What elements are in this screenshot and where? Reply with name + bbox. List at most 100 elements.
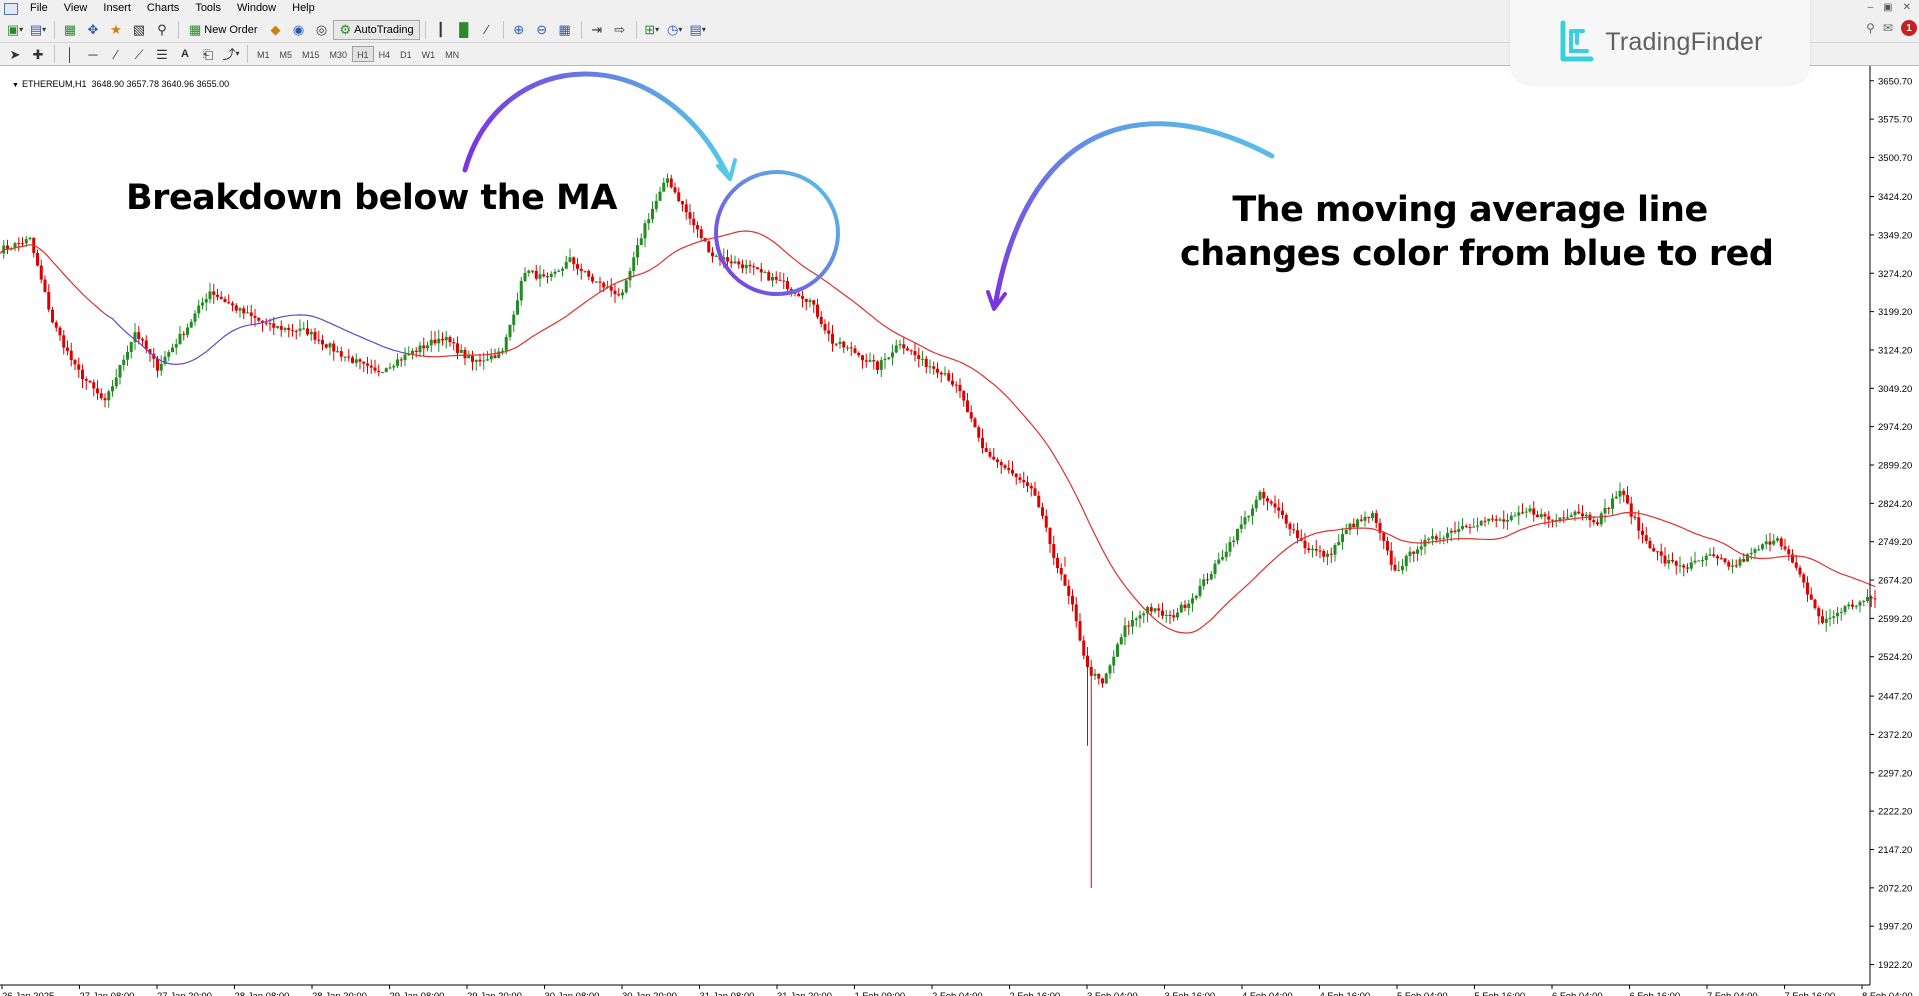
menu-view[interactable]: View <box>63 2 88 14</box>
price-chart[interactable]: 3650.70 3575.70 3500.70 3424.20 3349.20 3274.… <box>0 66 1919 996</box>
candle-body <box>1228 542 1232 552</box>
notification-badge[interactable]: 1 <box>1901 20 1917 36</box>
candle-body <box>1723 558 1727 563</box>
menu-tools[interactable]: Tools <box>195 2 221 14</box>
candle-body <box>399 359 403 361</box>
chevron-down-icon: ▾ <box>19 24 24 34</box>
candle-body <box>257 317 261 321</box>
autotrading-button[interactable]: ⚙ AutoTrading <box>333 19 420 40</box>
market-watch-button[interactable]: ▦ <box>59 20 81 40</box>
cursor-button[interactable]: ➤ <box>4 44 26 64</box>
candle-body <box>272 323 276 328</box>
candle-body <box>876 361 879 370</box>
timeframe-m1[interactable]: M1 <box>257 50 270 60</box>
timeframe-m5[interactable]: M5 <box>279 50 293 60</box>
close-button[interactable]: ✕ <box>1902 2 1911 13</box>
zoom-in-button[interactable]: ⊕ <box>508 20 530 40</box>
candle-body <box>549 273 553 277</box>
candle-body <box>1509 515 1513 521</box>
templates-button[interactable]: ▤ ▾ <box>687 20 709 40</box>
channel-button[interactable]: ⟋ <box>128 44 150 64</box>
candle-body <box>1839 612 1843 614</box>
signals-button[interactable]: ◉ <box>287 20 309 40</box>
timeframe-m15[interactable]: M15 <box>302 50 320 60</box>
chart-shift-button[interactable]: ⇥ <box>586 20 608 40</box>
signals-icon: ◉ <box>292 22 305 37</box>
candle-body <box>1179 604 1183 613</box>
candle-body <box>156 358 159 371</box>
candle-body <box>1056 557 1059 568</box>
tile-windows-button[interactable]: ▦ <box>554 20 576 40</box>
timeframe-h1[interactable]: H1 <box>352 46 374 62</box>
candle-body <box>1607 507 1611 509</box>
menu-insert[interactable]: Insert <box>103 2 131 14</box>
text-label-button[interactable]: ⎗ <box>197 44 219 64</box>
new-order-icon: ▦ <box>189 22 202 37</box>
chart-window[interactable]: 3650.70 3575.70 3500.70 3424.20 3349.20 3274.… <box>0 66 1919 996</box>
candle-body <box>756 267 759 270</box>
zoom-out-button[interactable]: ⊖ <box>531 20 553 40</box>
annotation-breakdown: Breakdown below the MA <box>126 178 617 218</box>
candle-body <box>279 326 283 330</box>
text-button[interactable]: A <box>174 44 196 64</box>
candle-body <box>159 363 163 371</box>
terminal-button[interactable]: ▧ <box>128 20 150 40</box>
candle-body <box>838 341 842 344</box>
data-window-button[interactable]: ✥ <box>82 20 104 40</box>
menu-charts[interactable]: Charts <box>146 2 180 14</box>
horizontal-line-icon: ─ <box>88 46 98 62</box>
autoscroll-button[interactable]: ⇨ <box>609 20 631 40</box>
candle-body <box>1614 496 1618 499</box>
symbol-label: ETHEREUM,H1 <box>21 79 87 89</box>
candle-body <box>321 339 324 345</box>
bar-chart-button[interactable]: ┃ <box>430 20 452 40</box>
timeframe-d1[interactable]: D1 <box>400 50 412 60</box>
timeframe-h4[interactable]: H4 <box>378 50 391 60</box>
timeframe-mn[interactable]: MN <box>445 50 460 60</box>
vertical-line-button[interactable]: │ <box>59 44 81 64</box>
search-icon[interactable]: ⚲ <box>1866 21 1875 35</box>
candle-body <box>339 351 343 357</box>
candle-body <box>1176 612 1179 618</box>
price-label: 2749.20 <box>1878 537 1912 548</box>
indicators-button[interactable]: ⊞ ▾ <box>641 20 663 40</box>
candle-body <box>1637 517 1641 531</box>
minimize-button[interactable]: – <box>1867 2 1874 13</box>
arrows-button[interactable]: ⤴ ▾ <box>220 44 242 64</box>
profiles-button[interactable]: ▤ ▾ <box>27 20 49 40</box>
candle-body <box>1506 520 1509 522</box>
menu-file[interactable]: File <box>30 2 48 14</box>
candle-body <box>1547 516 1551 520</box>
line-chart-button[interactable]: ∕ <box>476 20 498 40</box>
candle-body <box>242 308 246 314</box>
candlesticks-button[interactable]: █ <box>453 20 475 40</box>
new-order-button[interactable]: ▦ New Order <box>183 20 263 40</box>
candle-body <box>1382 532 1386 541</box>
metaeditor-button[interactable]: ◆ <box>264 20 286 40</box>
zoom-out-icon: ⊖ <box>536 22 548 37</box>
fibonacci-button[interactable]: ☰ <box>151 44 173 64</box>
candle-body <box>1281 510 1284 516</box>
menu-window[interactable]: Window <box>237 2 277 14</box>
trendline-button[interactable]: ∕ <box>105 44 127 64</box>
menu-help[interactable]: Help <box>292 2 315 14</box>
candle-body <box>1633 516 1637 518</box>
candle-body <box>786 281 789 289</box>
periods-button[interactable]: ◷ ▾ <box>664 20 686 40</box>
candle-body <box>1131 620 1134 627</box>
restore-button[interactable]: ▣ <box>1883 2 1893 13</box>
crosshair-button[interactable]: ✚ <box>27 44 49 64</box>
candle-body <box>1206 579 1209 581</box>
new-chart-button[interactable]: ▣ ▾ <box>4 20 26 40</box>
timeframe-m30[interactable]: M30 <box>329 50 348 60</box>
navigator-button[interactable]: ★ <box>105 20 127 40</box>
horizontal-line-button[interactable]: ─ <box>82 44 104 64</box>
candle-body <box>561 268 564 271</box>
timeframe-w1[interactable]: W1 <box>421 50 436 60</box>
candle-body <box>1659 551 1663 556</box>
market-button[interactable]: ◎ <box>310 20 332 40</box>
candle-body <box>947 373 951 381</box>
strategy-tester-button[interactable]: ⚲ <box>151 20 173 40</box>
candle-body <box>1052 544 1056 558</box>
chat-icon[interactable]: ✉ <box>1882 21 1893 35</box>
